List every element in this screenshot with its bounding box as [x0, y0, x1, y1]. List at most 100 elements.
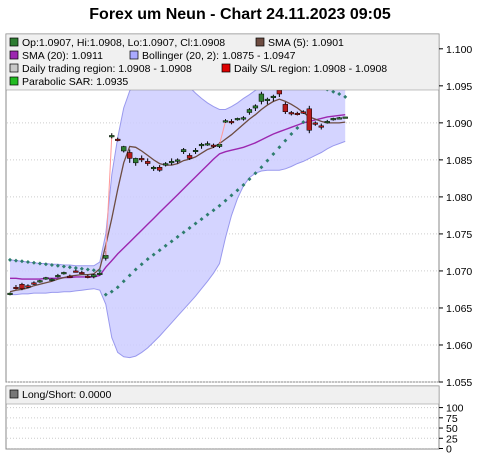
long-short-tick-label: 50: [446, 423, 458, 435]
legend-swatch-daily-region: [9, 63, 19, 73]
candle-body: [49, 278, 55, 281]
candle-body: [162, 163, 169, 166]
sma5-path: [9, 98, 346, 293]
sma5-line: [9, 98, 346, 293]
legend-label-sma20: SMA (20): 1.0911: [22, 50, 103, 62]
psar-dot: [151, 252, 156, 257]
legend: Op:1.0907, Hi:1.0908, Lo:1.0907, Cl:1.09…: [9, 37, 387, 88]
legend-label-ohlc: Op:1.0907, Hi:1.0908, Lo:1.0907, Cl:1.09…: [22, 37, 225, 49]
candle-body: [318, 125, 324, 128]
psar-dot: [37, 261, 42, 266]
candle-body: [121, 146, 127, 152]
psar-dot: [163, 243, 168, 248]
price-tick-label: 1.100: [446, 44, 472, 56]
candle-body: [157, 167, 163, 171]
candle-body: [234, 118, 241, 121]
legend-label-sma5: SMA (5): 1.0901: [268, 37, 344, 49]
candle-body: [204, 143, 211, 146]
psar-dot: [271, 151, 276, 156]
psar-dot: [43, 262, 48, 267]
candle-body: [306, 108, 312, 131]
candle-body: [145, 161, 151, 164]
psar-dot: [247, 177, 252, 182]
candle-body: [282, 104, 288, 112]
long-short-tick-label: 25: [446, 433, 458, 445]
candle-body: [264, 98, 271, 101]
psar-dot: [109, 289, 114, 294]
candle-body: [133, 158, 139, 164]
psar-dot: [61, 264, 66, 269]
price-tick-label: 1.055: [446, 377, 472, 389]
psar-dot: [19, 259, 24, 264]
legend-swatch-sma20: [9, 50, 19, 60]
legend-swatch-sma5: [255, 37, 265, 47]
psar-dot: [97, 268, 102, 273]
legend-swatch-sl-region: [221, 63, 231, 73]
legend-swatch-psar: [9, 76, 19, 86]
psar-dot: [145, 257, 150, 262]
chart-title: Forex um Neun - Chart 24.11.2023 09:05: [89, 6, 391, 23]
candle-body: [97, 272, 103, 275]
candle-body: [192, 149, 199, 152]
candle-body: [330, 118, 336, 121]
legend-label-psar: Parabolic SAR: 1.0935: [22, 76, 128, 88]
psar-dot: [289, 131, 294, 136]
gap-connector: [219, 121, 226, 145]
psar-dot: [343, 94, 348, 99]
candle-body: [139, 158, 145, 161]
psar-dot: [331, 89, 336, 94]
psar-dot: [49, 263, 54, 268]
candle-body: [103, 255, 109, 259]
psar-dot: [217, 203, 222, 208]
psar-dot: [25, 260, 30, 265]
candle-body: [61, 272, 67, 275]
psar-dot: [73, 265, 78, 270]
price-tick-label: 1.070: [446, 266, 472, 278]
gap-connector: [105, 136, 113, 256]
psar-dot: [187, 225, 192, 230]
candle-body: [127, 152, 133, 159]
psar-dot: [79, 266, 84, 271]
psar-dot: [115, 285, 120, 290]
candle-body: [91, 274, 97, 278]
candle-body: [324, 121, 330, 124]
psar-dot: [103, 292, 108, 297]
candle-body: [276, 90, 283, 95]
psar-dot: [337, 91, 342, 96]
candle-body: [174, 159, 181, 162]
candle-body: [73, 270, 79, 273]
price-tick-label: 1.080: [446, 192, 472, 204]
psar-dot: [223, 198, 228, 203]
candle-body: [198, 144, 205, 147]
price-axis: 1.055 1.060 1.065 1.070 1.075 1.080 1.085 1.090…: [439, 44, 472, 389]
psar-dot: [235, 188, 240, 193]
psar-dot: [277, 145, 282, 150]
psar-dot: [7, 257, 12, 262]
candle-body: [180, 149, 187, 152]
candle-body: [312, 122, 318, 125]
candle-body: [13, 286, 19, 289]
psar-dot: [193, 221, 198, 226]
psar-dot: [259, 165, 264, 170]
candles: [7, 88, 348, 296]
sub-legend-label-long-short: Long/Short: 0.0000: [22, 389, 111, 401]
psar-dot: [265, 158, 270, 163]
candle-body: [7, 292, 13, 295]
candle-body: [55, 275, 61, 278]
psar-dot: [199, 217, 204, 222]
candle-body: [216, 144, 223, 147]
price-tick-label: 1.065: [446, 303, 472, 315]
candle-body: [67, 275, 73, 278]
candle-body: [342, 116, 348, 119]
psar-dot: [181, 230, 186, 235]
candle-body: [246, 109, 253, 113]
psar-dot: [127, 273, 132, 278]
psar-dot: [13, 258, 18, 263]
legend-swatch-ohlc: [9, 37, 19, 47]
legend-swatch-bollinger: [129, 50, 139, 60]
psar-dot: [139, 262, 144, 267]
psar-dot: [133, 267, 138, 272]
psar-dot: [283, 138, 288, 143]
